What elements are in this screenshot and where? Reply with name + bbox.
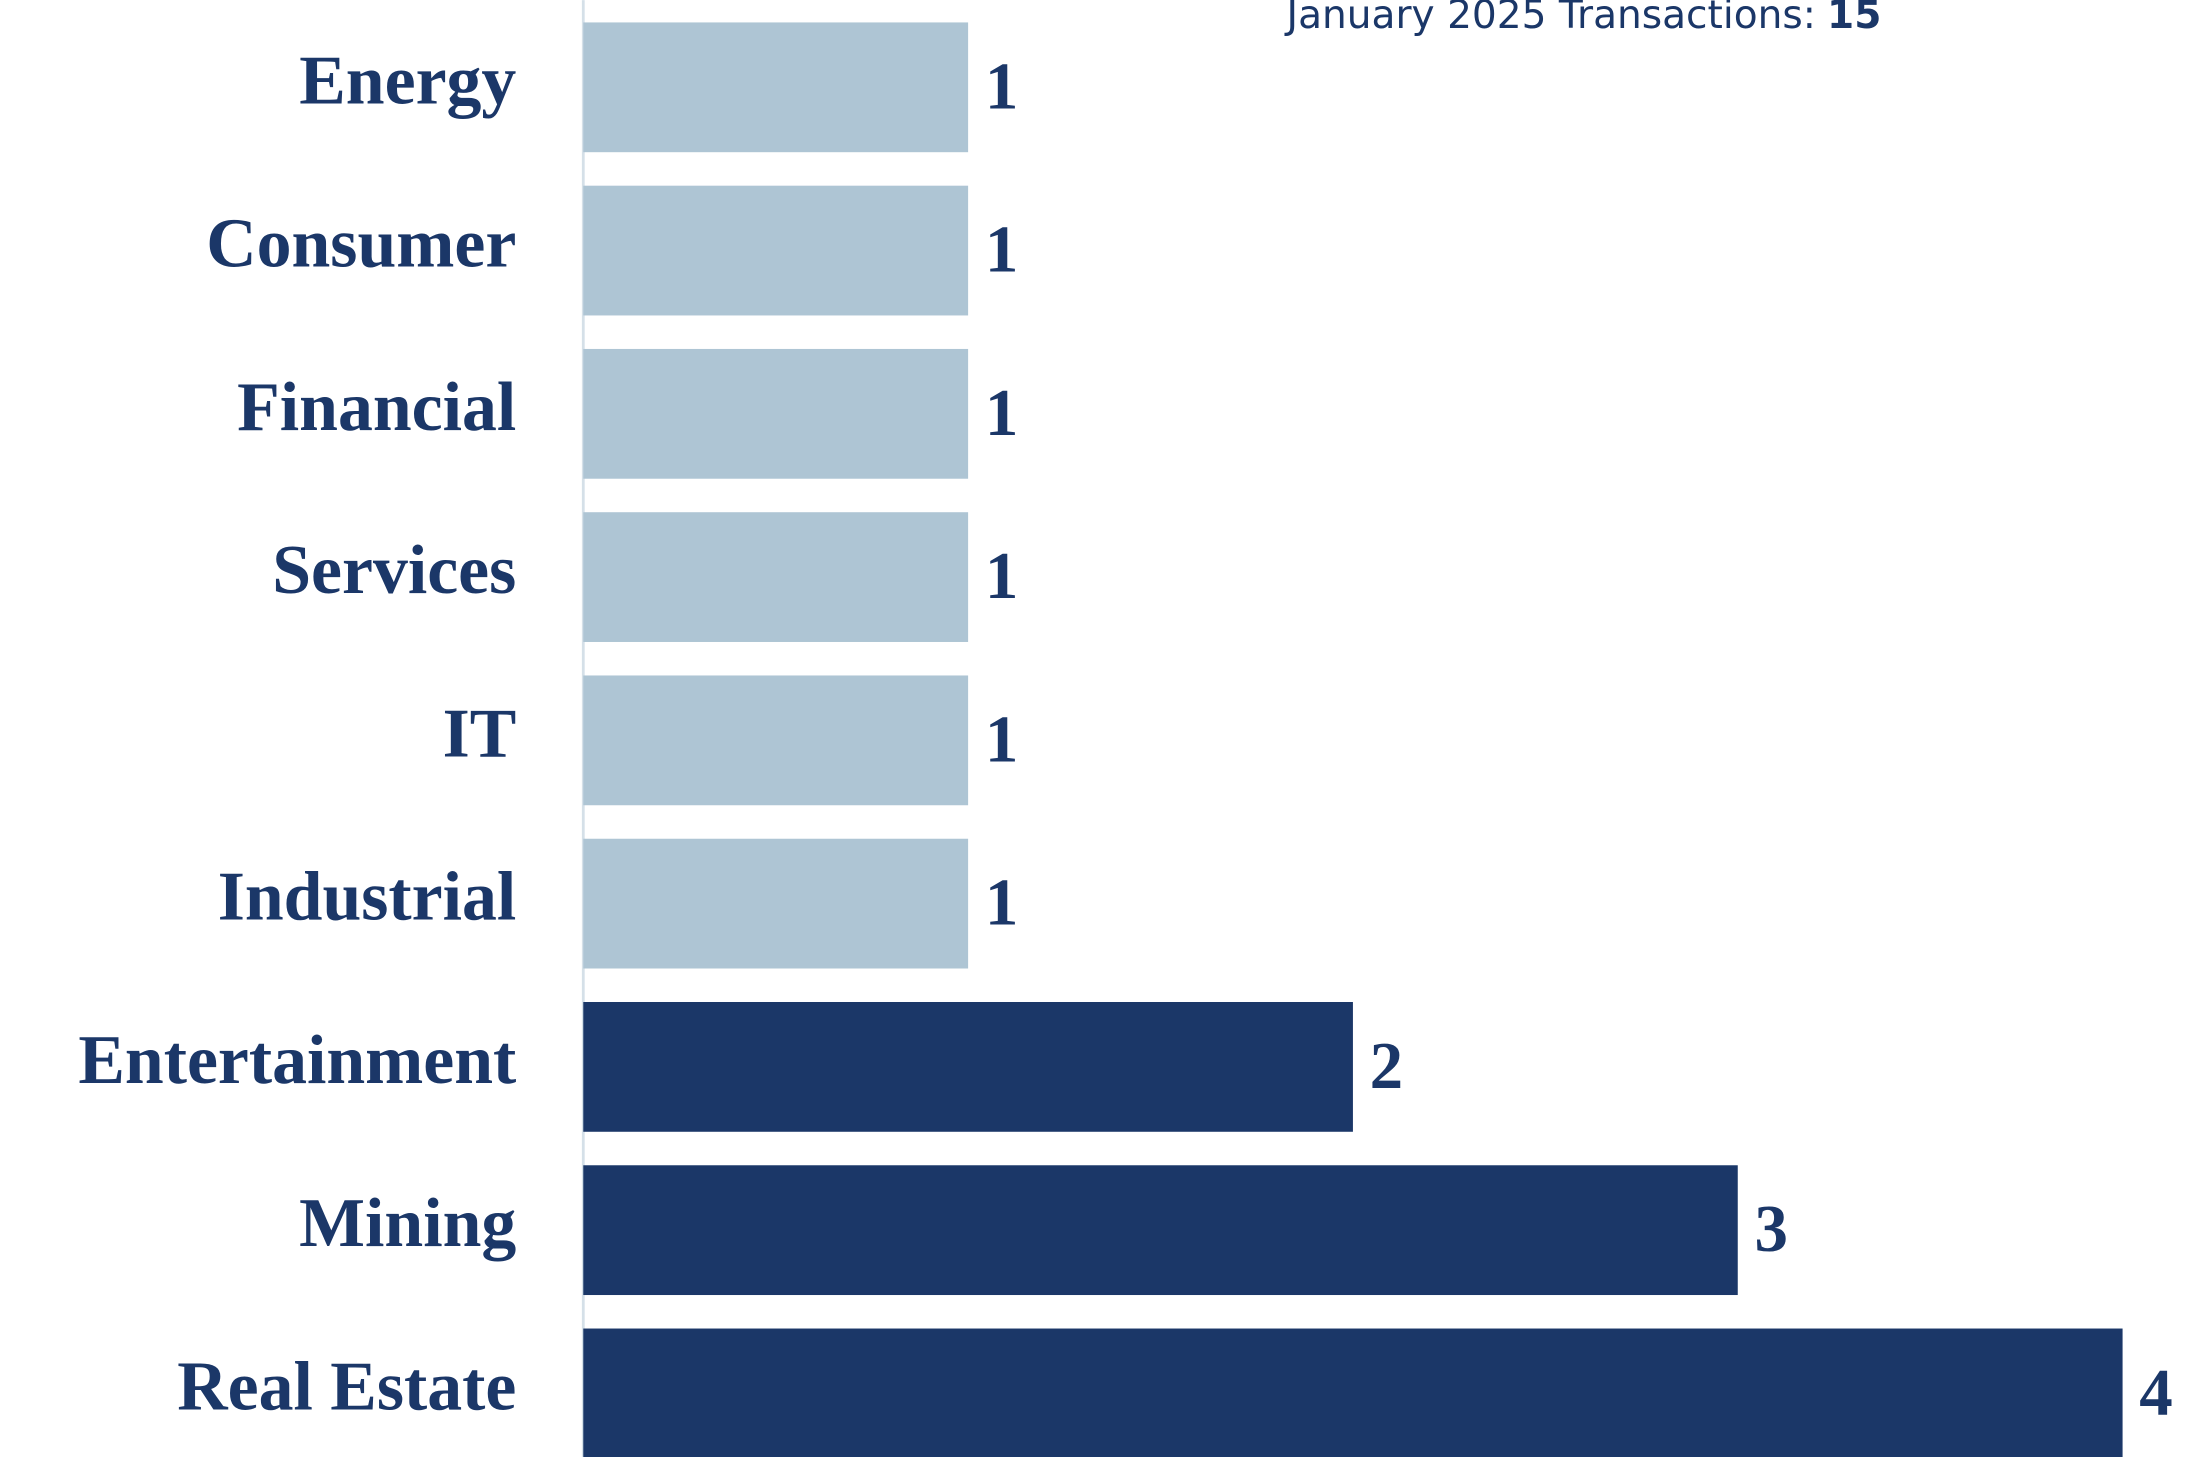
category-label: Mining	[299, 1185, 516, 1262]
bar	[583, 1002, 1353, 1132]
value-label: 1	[985, 49, 1018, 123]
category-label: Industrial	[218, 859, 517, 936]
category-label: IT	[443, 695, 517, 772]
category-label: Services	[272, 532, 516, 609]
annotation-text: January 2025 Transactions:	[1284, 0, 1816, 38]
bar	[583, 185, 969, 316]
category-label: Real Estate	[177, 1348, 516, 1425]
annotation-value: 15	[1827, 0, 1881, 38]
bar	[583, 22, 969, 153]
value-label: 1	[985, 376, 1018, 450]
annotation: January 2025 Transactions: 15	[1284, 0, 1882, 38]
bar	[583, 675, 969, 806]
bar	[583, 512, 969, 642]
value-label: 1	[985, 702, 1018, 776]
bar	[583, 1165, 1738, 1296]
category-label: Entertainment	[78, 1022, 516, 1099]
category-label: Energy	[299, 42, 516, 119]
value-label: 4	[2139, 1355, 2172, 1429]
value-label: 3	[1754, 1192, 1787, 1266]
value-label: 1	[985, 866, 1018, 940]
value-label: 1	[985, 539, 1018, 613]
value-label: 1	[985, 213, 1018, 287]
bar	[583, 1328, 2123, 1457]
category-label: Consumer	[206, 206, 516, 283]
bar	[583, 838, 969, 969]
category-label: Financial	[237, 369, 516, 446]
value-label: 2	[1370, 1029, 1403, 1103]
bar	[583, 348, 969, 479]
